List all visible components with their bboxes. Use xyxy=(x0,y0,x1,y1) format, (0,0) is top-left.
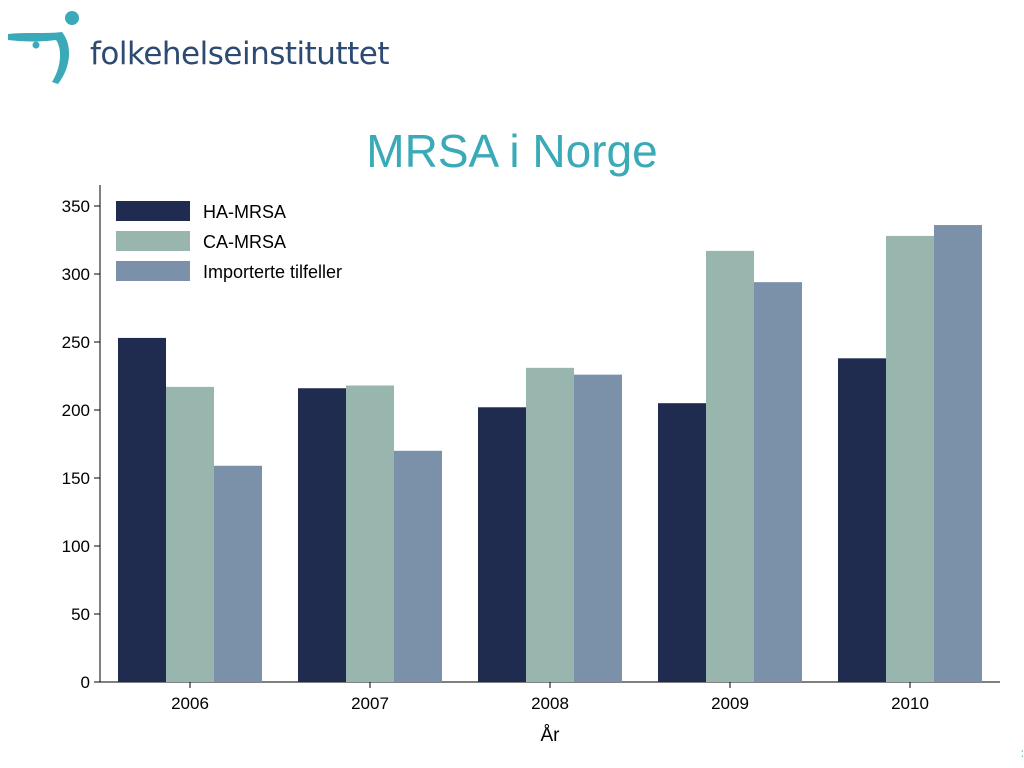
x-axis-label: År xyxy=(541,725,561,746)
bar xyxy=(706,250,754,682)
legend-label: HA-MRSA xyxy=(203,202,286,222)
legend-swatch xyxy=(116,201,190,221)
y-tick-label: 150 xyxy=(62,469,90,488)
y-tick-label: 100 xyxy=(62,537,90,556)
legend-swatch xyxy=(116,231,190,251)
bar xyxy=(478,407,526,682)
bar xyxy=(574,374,622,682)
bar xyxy=(754,282,802,682)
bar xyxy=(298,388,346,682)
bar xyxy=(838,358,886,682)
x-tick-label: 2009 xyxy=(711,694,749,713)
y-tick-label: 350 xyxy=(62,197,90,216)
x-tick-label: 2006 xyxy=(171,694,209,713)
logo: folkehelseinstituttet xyxy=(6,10,396,90)
x-tick-label: 2010 xyxy=(891,694,929,713)
fhi-figure-icon xyxy=(8,11,79,84)
legend-label: CA-MRSA xyxy=(203,232,286,252)
bar xyxy=(346,385,394,682)
logo-text: folkehelseinstituttet xyxy=(90,36,390,72)
y-tick-label: 50 xyxy=(71,605,90,624)
legend-label: Importerte tilfeller xyxy=(203,262,342,282)
bar xyxy=(526,367,574,682)
bar xyxy=(166,386,214,682)
x-tick-label: 2008 xyxy=(531,694,569,713)
chart-title: MRSA i Norge xyxy=(366,125,658,177)
x-tick-label: 2007 xyxy=(351,694,389,713)
y-tick-label: 0 xyxy=(81,673,90,692)
y-tick-label: 200 xyxy=(62,401,90,420)
bar xyxy=(934,225,982,683)
bar xyxy=(118,337,166,682)
y-tick-label: 300 xyxy=(62,265,90,284)
legend-swatch xyxy=(116,261,190,281)
corner-mark: : xyxy=(1020,746,1024,760)
bar xyxy=(394,450,442,682)
bar xyxy=(214,465,262,682)
bar xyxy=(886,235,934,683)
bar xyxy=(658,403,706,682)
y-tick-label: 250 xyxy=(62,333,90,352)
